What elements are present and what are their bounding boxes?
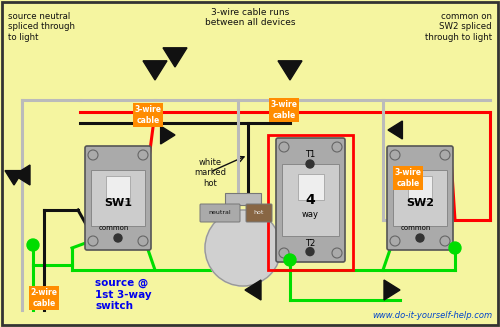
Bar — [268, 135, 353, 270]
Text: neutral: neutral — [208, 211, 232, 215]
Circle shape — [279, 248, 289, 258]
Text: 2-wire
cable: 2-wire cable — [30, 288, 58, 308]
Polygon shape — [384, 280, 400, 300]
Text: 4: 4 — [305, 193, 315, 207]
Text: SW2: SW2 — [406, 198, 434, 208]
Bar — [91, 170, 145, 226]
Polygon shape — [388, 121, 402, 139]
Polygon shape — [278, 61, 302, 80]
Circle shape — [27, 239, 39, 251]
Circle shape — [205, 210, 281, 286]
FancyBboxPatch shape — [387, 146, 453, 250]
Text: source neutral
spliced through
to light: source neutral spliced through to light — [8, 12, 75, 42]
Circle shape — [284, 254, 296, 266]
Bar — [282, 164, 339, 236]
Text: T1: T1 — [305, 150, 315, 159]
Bar — [225, 193, 261, 205]
FancyBboxPatch shape — [246, 204, 272, 222]
FancyBboxPatch shape — [200, 204, 240, 222]
Circle shape — [332, 248, 342, 258]
Circle shape — [440, 150, 450, 160]
Text: www.do-it-yourself-help.com: www.do-it-yourself-help.com — [372, 311, 492, 320]
Text: 3-wire
cable: 3-wire cable — [134, 105, 162, 125]
Text: source @
1st 3-way
switch: source @ 1st 3-way switch — [95, 278, 152, 311]
Circle shape — [138, 236, 148, 246]
Circle shape — [205, 210, 281, 286]
Bar — [393, 170, 447, 226]
Polygon shape — [14, 165, 30, 185]
Circle shape — [114, 234, 122, 242]
FancyBboxPatch shape — [276, 138, 345, 262]
Polygon shape — [163, 48, 187, 67]
Text: 3-wire cable runs
between all devices: 3-wire cable runs between all devices — [205, 8, 295, 27]
Circle shape — [138, 150, 148, 160]
Text: white
marked
hot: white marked hot — [194, 158, 226, 188]
Text: hot: hot — [254, 211, 264, 215]
Text: way: way — [302, 210, 318, 219]
Circle shape — [449, 242, 461, 254]
Polygon shape — [5, 171, 23, 185]
Text: 3-wire
cable: 3-wire cable — [270, 100, 297, 120]
Text: SW1: SW1 — [104, 198, 132, 208]
Text: T2: T2 — [305, 239, 315, 248]
Polygon shape — [160, 126, 175, 144]
Circle shape — [279, 142, 289, 152]
Circle shape — [390, 150, 400, 160]
Text: common on
SW2 spliced
through to light: common on SW2 spliced through to light — [425, 12, 492, 42]
Circle shape — [306, 248, 314, 256]
Circle shape — [332, 142, 342, 152]
Polygon shape — [245, 280, 261, 300]
Bar — [298, 174, 324, 200]
Text: 3-wire
cable: 3-wire cable — [394, 168, 421, 188]
Bar — [106, 176, 130, 201]
Text: common: common — [99, 225, 129, 231]
Circle shape — [416, 234, 424, 242]
Circle shape — [390, 236, 400, 246]
Polygon shape — [143, 61, 167, 80]
Circle shape — [88, 236, 98, 246]
Text: common: common — [401, 225, 431, 231]
Circle shape — [306, 160, 314, 168]
FancyBboxPatch shape — [85, 146, 151, 250]
Bar — [408, 176, 432, 201]
Circle shape — [88, 150, 98, 160]
Circle shape — [440, 236, 450, 246]
